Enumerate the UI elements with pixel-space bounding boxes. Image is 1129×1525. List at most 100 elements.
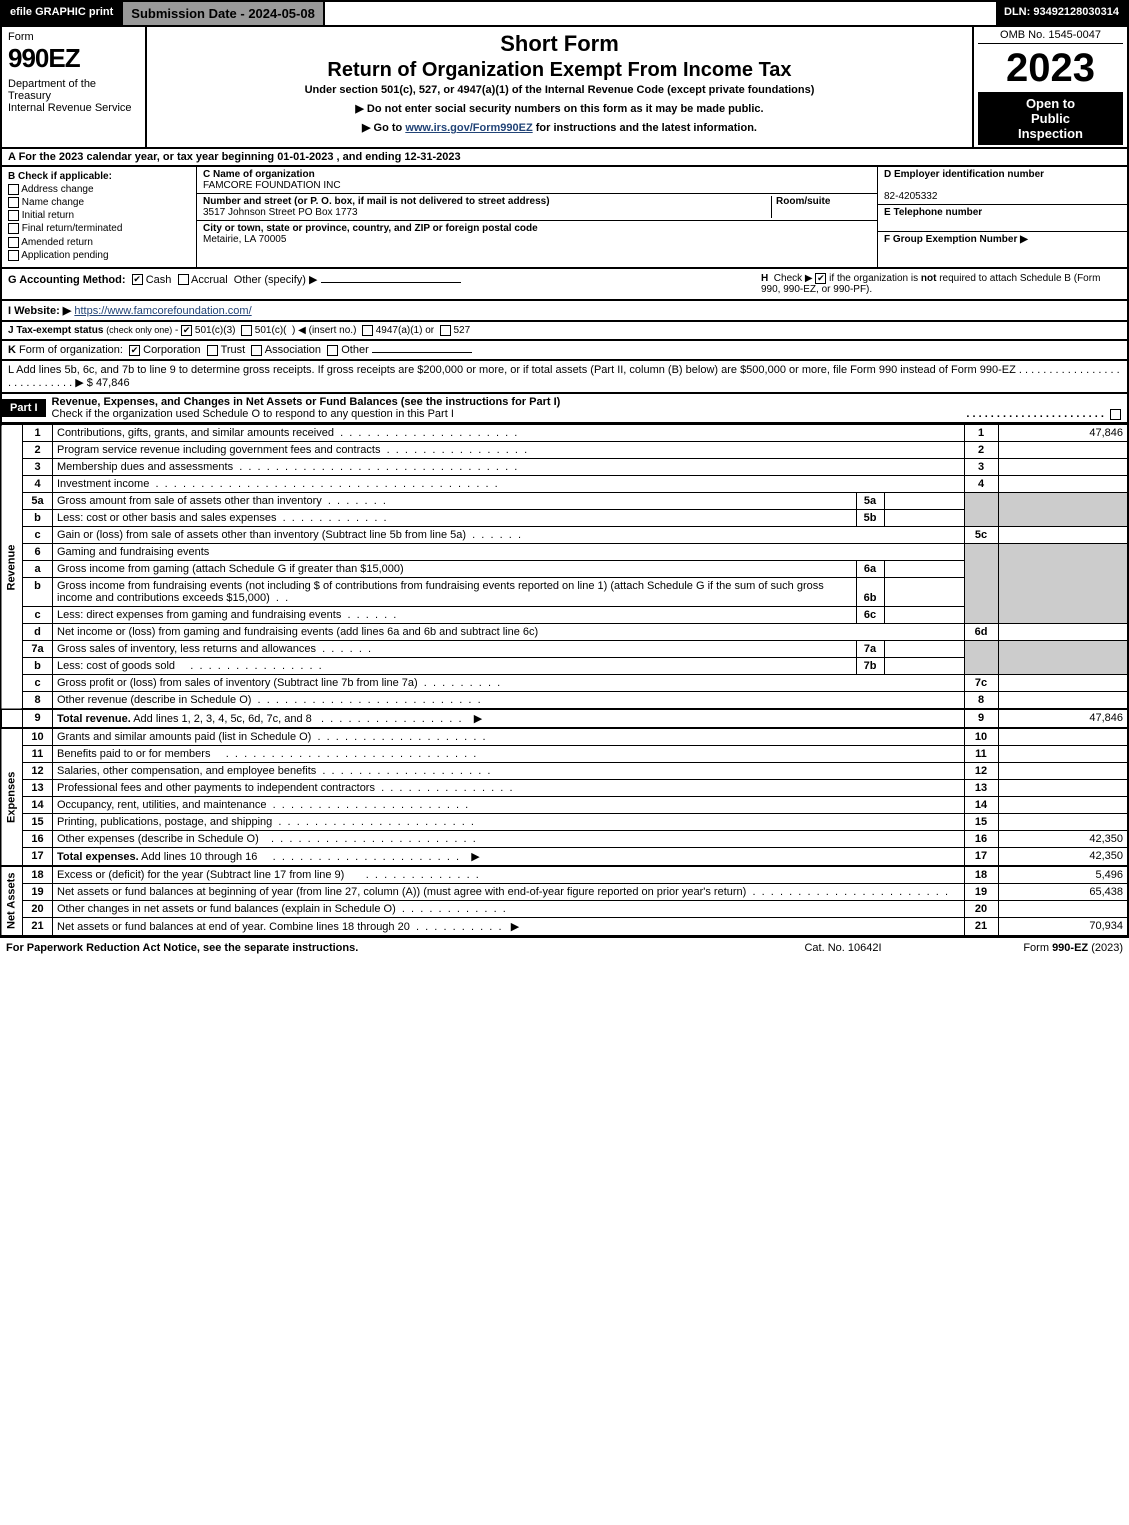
check-501c3[interactable] — [181, 325, 192, 336]
line-21: 21Net assets or fund balances at end of … — [1, 918, 1128, 937]
line-16-amount: 42,350 — [998, 831, 1128, 848]
telephone-label: E Telephone number — [884, 207, 982, 218]
line-1-amount: 47,846 — [998, 425, 1128, 442]
line-17: 17Total expenses. Add lines 10 through 1… — [1, 848, 1128, 867]
part1-check-text: Check if the organization used Schedule … — [52, 408, 454, 420]
website-label: I Website: ▶ — [8, 305, 71, 317]
website-link[interactable]: https://www.famcorefoundation.com/ — [74, 305, 251, 317]
line-18: Net Assets 18Excess or (deficit) for the… — [1, 866, 1128, 884]
city-label: City or town, state or province, country… — [203, 223, 538, 234]
line-19-amount: 65,438 — [998, 884, 1128, 901]
line-9-amount: 47,846 — [998, 709, 1128, 728]
netassets-side-label: Net Assets — [1, 866, 23, 936]
header-right: OMB No. 1545-0047 2023 Open to Public In… — [972, 27, 1127, 147]
room-suite-label: Room/suite — [776, 196, 830, 207]
header-left: Form 990EZ Department of the Treasury In… — [2, 27, 147, 147]
goto-pre: ▶ Go to — [362, 122, 405, 134]
line-7a: 7aGross sales of inventory, less returns… — [1, 641, 1128, 658]
check-cash[interactable] — [132, 274, 143, 285]
org-name-value: FAMCORE FOUNDATION INC — [203, 180, 341, 191]
warning-note: ▶ Do not enter social security numbers o… — [155, 102, 964, 115]
check-final-return[interactable]: Final return/terminated — [8, 223, 190, 234]
other-org-line[interactable] — [372, 352, 472, 353]
subtitle: Under section 501(c), 527, or 4947(a)(1)… — [155, 84, 964, 96]
check-trust[interactable] — [207, 345, 218, 356]
line-5c: cGain or (loss) from sale of assets othe… — [1, 527, 1128, 544]
check-schedule-b[interactable] — [815, 273, 826, 284]
other-specify-line[interactable] — [321, 282, 461, 283]
section-h: H Check ▶ if the organization is not req… — [761, 273, 1121, 295]
org-name-label: C Name of organization — [203, 169, 315, 180]
line-5a: 5aGross amount from sale of assets other… — [1, 493, 1128, 510]
line-l-row: L Add lines 5b, 6c, and 7b to line 9 to … — [0, 361, 1129, 394]
check-4947[interactable] — [362, 325, 373, 336]
open-to-public-box: Open to Public Inspection — [978, 92, 1123, 145]
omb-number: OMB No. 1545-0047 — [978, 29, 1123, 44]
line-18-amount: 5,496 — [998, 866, 1128, 884]
check-other-org[interactable] — [327, 345, 338, 356]
check-schedule-o-part1[interactable] — [1110, 409, 1121, 420]
section-b-header: B Check if applicable: — [8, 171, 190, 182]
line-7c: cGross profit or (loss) from sales of in… — [1, 675, 1128, 692]
check-application-pending[interactable]: Application pending — [8, 250, 190, 261]
form-header: Form 990EZ Department of the Treasury In… — [0, 27, 1129, 149]
line-6a: aGross income from gaming (attach Schedu… — [1, 561, 1128, 578]
line-20: 20Other changes in net assets or fund ba… — [1, 901, 1128, 918]
line-6c: cLess: direct expenses from gaming and f… — [1, 607, 1128, 624]
check-527[interactable] — [440, 325, 451, 336]
line-16: 16Other expenses (describe in Schedule O… — [1, 831, 1128, 848]
line-6: 6Gaming and fundraising events — [1, 544, 1128, 561]
return-title: Return of Organization Exempt From Incom… — [155, 59, 964, 82]
check-amended-return[interactable]: Amended return — [8, 237, 190, 248]
check-accrual[interactable] — [178, 274, 189, 285]
line-19: 19Net assets or fund balances at beginni… — [1, 884, 1128, 901]
revenue-side-label: Revenue — [1, 425, 23, 710]
form-number: 990EZ — [8, 43, 139, 74]
open1: Open to — [980, 96, 1121, 111]
line-6d: dNet income or (loss) from gaming and fu… — [1, 624, 1128, 641]
short-form-title: Short Form — [155, 31, 964, 57]
ein-value: 82-4205332 — [884, 191, 937, 202]
department-label: Department of the Treasury Internal Reve… — [8, 78, 139, 114]
city-value: Metairie, LA 70005 — [203, 234, 286, 245]
part1-header-row: Part I Revenue, Expenses, and Changes in… — [0, 394, 1129, 424]
check-501c[interactable] — [241, 325, 252, 336]
check-initial-return[interactable]: Initial return — [8, 210, 190, 221]
line-7b: bLess: cost of goods sold . . . . . . . … — [1, 658, 1128, 675]
g-label: G Accounting Method: — [8, 274, 126, 286]
section-b: B Check if applicable: Address change Na… — [2, 167, 197, 267]
line-4: 4Investment income . . . . . . . . . . .… — [1, 476, 1128, 493]
line-8: 8Other revenue (describe in Schedule O) … — [1, 692, 1128, 710]
check-name-change[interactable]: Name change — [8, 197, 190, 208]
submission-date: Submission Date - 2024-05-08 — [123, 2, 325, 25]
line-12: 12Salaries, other compensation, and empl… — [1, 763, 1128, 780]
address-label: Number and street (or P. O. box, if mail… — [203, 196, 550, 207]
tax-exempt-row: J Tax-exempt status (check only one) - 5… — [0, 322, 1129, 341]
section-c: C Name of organization FAMCORE FOUNDATIO… — [197, 167, 877, 267]
open3: Inspection — [980, 126, 1121, 141]
part1-table: Revenue 1Contributions, gifts, grants, a… — [0, 424, 1129, 937]
check-address-change[interactable]: Address change — [8, 184, 190, 195]
line-6b: bGross income from fundraising events (n… — [1, 578, 1128, 607]
check-association[interactable] — [251, 345, 262, 356]
check-corporation[interactable] — [129, 345, 140, 356]
section-a-calendar-year: A For the 2023 calendar year, or tax yea… — [0, 149, 1129, 167]
dln-label: DLN: 93492128030314 — [996, 2, 1127, 25]
paperwork-notice: For Paperwork Reduction Act Notice, see … — [6, 942, 743, 954]
page-footer: For Paperwork Reduction Act Notice, see … — [0, 937, 1129, 958]
irs-link[interactable]: www.irs.gov/Form990EZ — [405, 122, 532, 134]
line-21-amount: 70,934 — [998, 918, 1128, 937]
row-g-h: G Accounting Method: Cash Accrual Other … — [0, 269, 1129, 301]
line-14: 14Occupancy, rent, utilities, and mainte… — [1, 797, 1128, 814]
header-center: Short Form Return of Organization Exempt… — [147, 27, 972, 147]
efile-label[interactable]: efile GRAPHIC print — [2, 2, 123, 25]
open2: Public — [980, 111, 1121, 126]
form-footer-label: Form 990-EZ (2023) — [943, 942, 1123, 954]
line-3: 3Membership dues and assessments . . . .… — [1, 459, 1128, 476]
line-l-text: L Add lines 5b, 6c, and 7b to line 9 to … — [8, 364, 1120, 389]
line-9: 9Total revenue. Add lines 1, 2, 3, 4, 5c… — [1, 709, 1128, 728]
goto-post: for instructions and the latest informat… — [533, 122, 757, 134]
website-row: I Website: ▶ https://www.famcorefoundati… — [0, 301, 1129, 322]
line-1: Revenue 1Contributions, gifts, grants, a… — [1, 425, 1128, 442]
line-10: Expenses 10Grants and similar amounts pa… — [1, 728, 1128, 746]
